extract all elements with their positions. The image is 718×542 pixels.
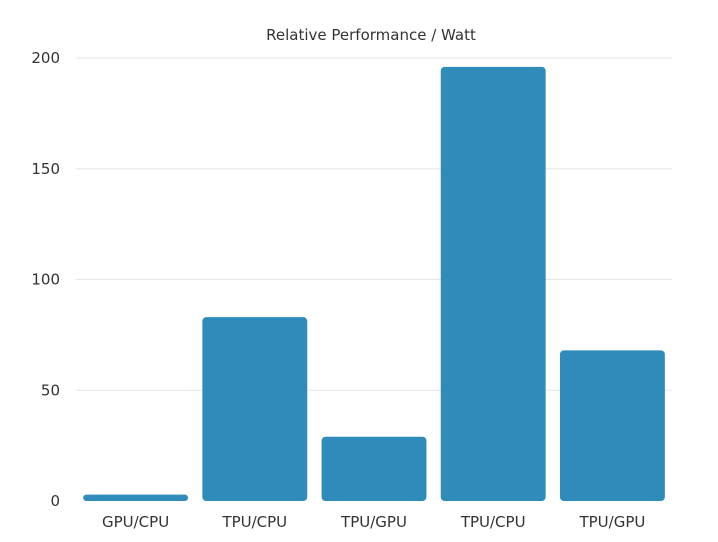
x-tick-label: TPU/GPU xyxy=(578,513,645,531)
bars xyxy=(83,66,665,502)
y-tick-label: 100 xyxy=(31,271,60,289)
y-tick-label: 150 xyxy=(31,160,60,178)
bar xyxy=(202,317,308,501)
gridlines xyxy=(76,57,672,391)
bar xyxy=(83,494,189,501)
x-tick-label: TPU/GPU xyxy=(340,513,407,531)
chart-title: Relative Performance / Watt xyxy=(266,26,476,44)
y-tick-label: 200 xyxy=(31,49,60,67)
x-tick-label: GPU/CPU xyxy=(102,513,169,531)
x-tick-label: TPU/CPU xyxy=(460,513,526,531)
x-tick-label: TPU/CPU xyxy=(221,513,287,531)
bar xyxy=(321,436,427,501)
y-tick-label: 0 xyxy=(50,492,60,510)
bar xyxy=(440,66,546,502)
y-axis-tick-labels: 0 50 100 150 200 xyxy=(31,49,60,510)
x-axis-tick-labels: GPU/CPU TPU/CPU TPU/GPU TPU/CPU TPU/GPU xyxy=(102,513,645,531)
bar xyxy=(559,350,665,501)
y-tick-label: 50 xyxy=(41,381,60,399)
